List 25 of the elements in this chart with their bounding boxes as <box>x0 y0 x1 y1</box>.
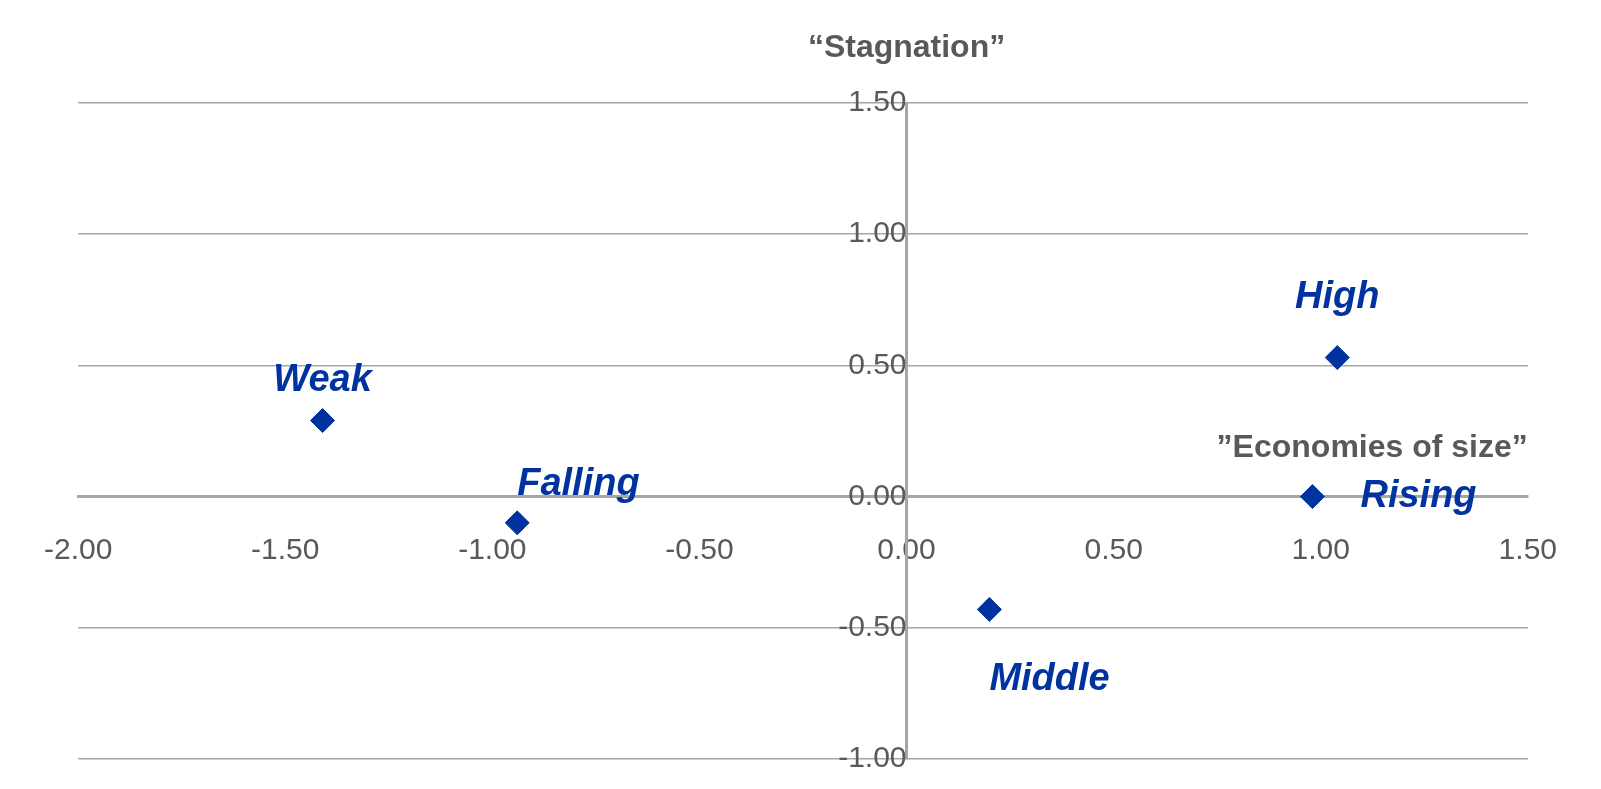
x-tick-label: 0.50 <box>1084 531 1143 565</box>
y-tick-label: 1.00 <box>848 215 907 249</box>
annotation: Middle <box>989 655 1110 698</box>
point <box>1324 345 1350 371</box>
x-tick-label: 1.00 <box>1291 531 1350 565</box>
point <box>976 596 1002 622</box>
annotation: High <box>1295 274 1380 317</box>
annotation: Rising <box>1360 473 1477 516</box>
y-tick-label: 0.50 <box>848 346 907 380</box>
x-tick-label: -1.00 <box>458 531 527 565</box>
y-tick-label: -0.50 <box>838 609 907 643</box>
x-axis-title: ”Economies of size” <box>1216 428 1528 465</box>
x-tick-label: -1.50 <box>251 531 320 565</box>
y-tick-label: 1.50 <box>848 84 907 118</box>
x-tick-label: 1.50 <box>1498 531 1557 565</box>
annotation: Weak <box>273 356 374 399</box>
point <box>504 510 530 536</box>
x-tick-label: -2.00 <box>43 531 113 565</box>
y-tick-label: 0.00 <box>848 477 907 511</box>
point <box>310 408 336 433</box>
annotation: Falling <box>517 461 640 504</box>
point <box>1299 484 1325 510</box>
y-axis-title: “Stagnation” <box>807 27 1006 64</box>
y-tick-label: -1.00 <box>838 740 907 774</box>
x-tick-label: -0.50 <box>665 531 734 565</box>
